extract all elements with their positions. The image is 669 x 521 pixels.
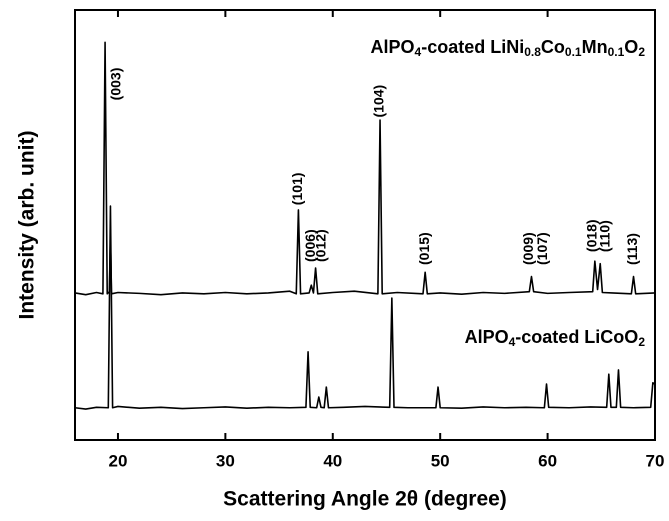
xrd-pattern: [74, 205, 656, 410]
peak-label: (101): [289, 173, 305, 206]
peak-label: (113): [624, 233, 640, 265]
peak-label: (110): [596, 220, 612, 252]
peak-label: (107): [534, 232, 550, 265]
series-label: AlPO4-coated LiCoO2: [465, 327, 646, 349]
peak-label: (104): [371, 85, 387, 118]
peak-label: (006): [302, 229, 318, 262]
x-tick-label: 40: [323, 451, 342, 470]
plot-frame: [74, 9, 656, 441]
x-tick-label: 20: [109, 451, 128, 470]
x-tick-label: 50: [431, 451, 450, 470]
series-label: AlPO4-coated LiNi0.8Co0.1Mn0.1O2: [371, 37, 646, 59]
y-axis-label: Intensity (arb. unit): [16, 131, 39, 320]
peak-label: (003): [108, 68, 124, 101]
peak-label: (015): [416, 232, 432, 265]
xrd-pattern: [74, 41, 656, 296]
x-tick-label: 30: [216, 451, 235, 470]
peak-label: (012): [313, 229, 329, 262]
x-tick-label: 60: [538, 451, 557, 470]
peak-label: (009): [520, 232, 536, 265]
x-axis-label: Scattering Angle 2θ (degree): [223, 488, 507, 511]
peak-label: (018): [583, 219, 599, 252]
x-tick-label: 70: [646, 451, 665, 470]
